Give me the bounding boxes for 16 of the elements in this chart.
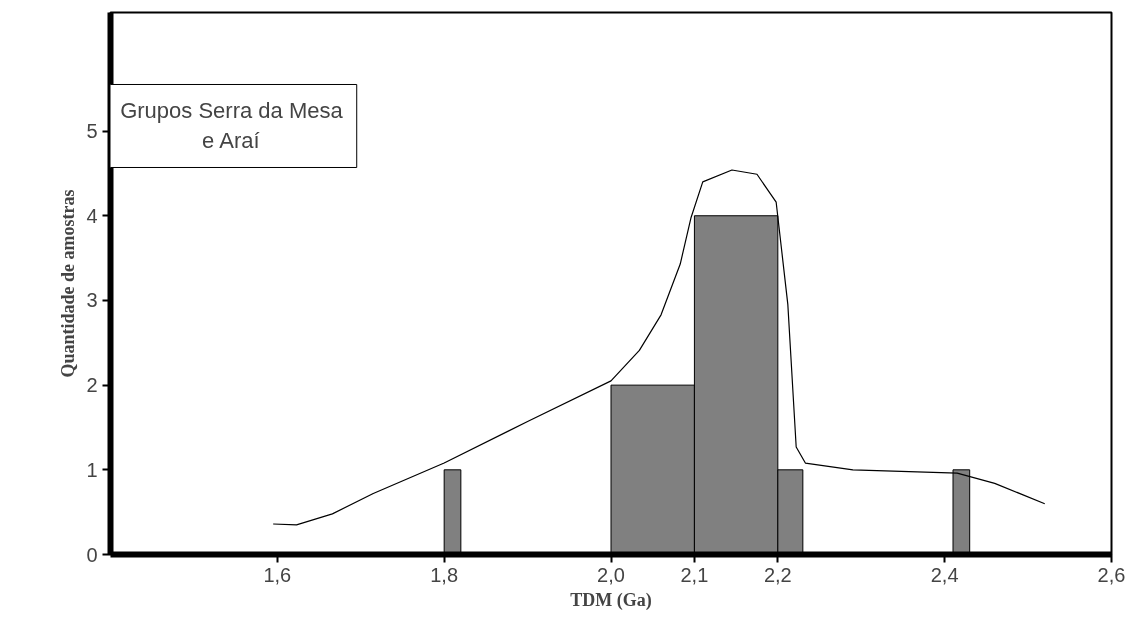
y-tick-label: 4 xyxy=(86,204,98,227)
y-tick-label: 0 xyxy=(86,543,98,566)
x-tick-label: 1,6 xyxy=(263,563,292,586)
x-tick-label: 2,1 xyxy=(680,563,709,586)
y-tick-label: 5 xyxy=(86,120,98,143)
x-tick-label: 2,2 xyxy=(763,563,792,586)
y-tick-label: 2 xyxy=(86,374,98,397)
x-tick-label: 2,0 xyxy=(597,563,625,586)
x-axis-title: TDM (Ga) xyxy=(570,589,652,611)
y-tick-label: 1 xyxy=(86,458,98,481)
text: Grupos Serra da Mesa e Araí xyxy=(120,98,344,154)
x-tick-label: 2,4 xyxy=(930,563,959,586)
y-axis-title: Quantidade de amostras xyxy=(58,189,79,378)
x-tick-label: 1,8 xyxy=(430,563,459,586)
x-tick-label: 2,6 xyxy=(1097,563,1126,586)
y-tick-label: 3 xyxy=(86,289,98,312)
